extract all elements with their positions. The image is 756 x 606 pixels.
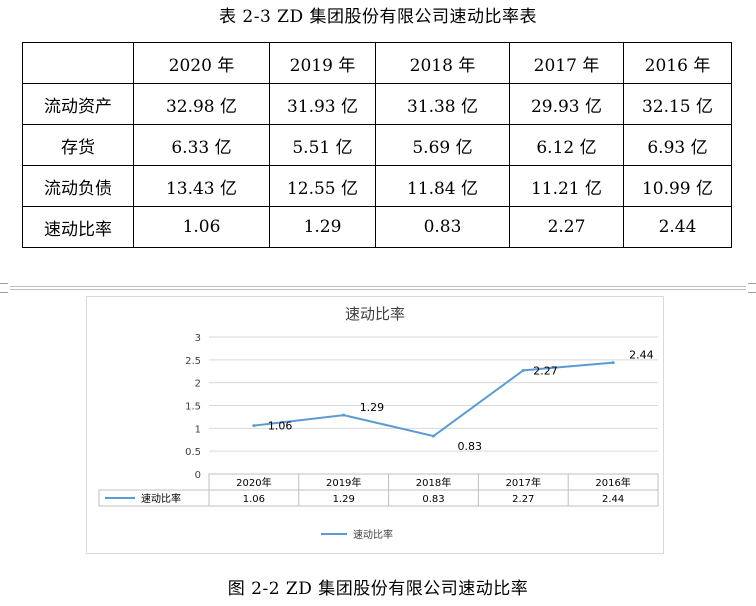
- data-label: 1.29: [360, 401, 385, 414]
- data-label: 0.83: [458, 440, 483, 453]
- y-tick-label: 3: [195, 333, 201, 344]
- row-label-cell: 速动比率: [22, 206, 134, 248]
- table-cell: 11.84 亿: [375, 165, 510, 207]
- x-category-label: 2020年: [236, 476, 271, 489]
- data-point: [252, 424, 256, 428]
- y-tick-label: 1: [195, 424, 201, 435]
- table-cell: 1.06: [133, 206, 270, 248]
- y-tick-label: 0: [195, 470, 201, 481]
- row-label-cell: 流动负债: [22, 165, 134, 207]
- page-break-marker-right: [748, 283, 756, 293]
- figure-caption: 图 2-2 ZD 集团股份有限公司速动比率: [227, 579, 529, 599]
- table-header-cell: 2019 年: [269, 42, 376, 84]
- table-row: 流动负债 13.43 亿 12.55 亿 11.84 亿 11.21 亿 10.…: [22, 165, 732, 207]
- data-label: 2.44: [629, 349, 654, 362]
- data-table-series-cell: [98, 489, 210, 507]
- y-axis-ticks: 0 0.5 1 1.5 2 2.5 3: [185, 333, 201, 481]
- quick-ratio-chart[interactable]: 速动比率 0 0.5 1 1.5 2 2.5 3 1.06 1.29 0.83 2.27 2.44 …: [86, 296, 664, 554]
- table-header-cell: 2020 年: [133, 42, 270, 84]
- table-row: 速动比率 1.06 1.29 0.83 2.27 2.44: [22, 206, 732, 248]
- table-cell: 0.83: [375, 206, 510, 248]
- table-cell: 5.51 亿: [269, 124, 376, 166]
- gridlines: [209, 336, 658, 475]
- table-cell: 13.43 亿: [133, 165, 270, 207]
- chart-title: 速动比率: [345, 305, 405, 323]
- x-category-label: 2016年: [595, 476, 630, 489]
- x-category-label: 2017年: [506, 476, 541, 489]
- series-line: [253, 361, 614, 438]
- data-point: [342, 413, 346, 417]
- divider-line: [10, 286, 746, 287]
- page-break-marker-left: [0, 283, 8, 293]
- table-header-cell: 2017 年: [509, 42, 624, 84]
- table-cell: 31.38 亿: [375, 83, 510, 125]
- table-row: 存货 6.33 亿 5.51 亿 5.69 亿 6.12 亿 6.93 亿: [22, 124, 732, 166]
- table-header-row: 2020 年 2019 年 2018 年 2017 年 2016 年: [22, 42, 732, 84]
- y-tick-label: 2.5: [185, 356, 201, 367]
- table-cell: 5.69 亿: [375, 124, 510, 166]
- chart-legend: 速动比率: [321, 528, 393, 541]
- data-table-value: 0.83: [422, 494, 444, 505]
- row-label-cell: 存货: [22, 124, 134, 166]
- table-cell: 6.12 亿: [509, 124, 624, 166]
- series-line-layer: 1.06 1.29 0.83 2.27 2.44: [252, 349, 654, 453]
- table-cell: 11.21 亿: [509, 165, 624, 207]
- table-header-cell: [22, 42, 134, 84]
- chart-canvas: 速动比率 00.511.522.53 1.061.290.832.272.44 …: [98, 305, 659, 541]
- table-cell: 10.99 亿: [623, 165, 732, 207]
- table-cell: 12.55 亿: [269, 165, 376, 207]
- table-row: 流动资产 32.98 亿 31.93 亿 31.38 亿 29.93 亿 32.…: [22, 83, 732, 125]
- data-table-value: 2.44: [602, 494, 624, 505]
- table-header-cell: 2018 年: [375, 42, 510, 84]
- data-label: 2.27: [533, 364, 558, 377]
- y-tick-label: 2: [195, 379, 201, 390]
- x-category-label: 2018年: [416, 476, 451, 489]
- table-cell: 1.29: [269, 206, 376, 248]
- table-cell: 2.27: [509, 206, 624, 248]
- table-cell: 2.44: [623, 206, 732, 248]
- data-table-series-name: 速动比率: [141, 492, 181, 505]
- table-cell: 31.93 亿: [269, 83, 376, 125]
- table-cell: 29.93 亿: [509, 83, 624, 125]
- table-cell: 6.93 亿: [623, 124, 732, 166]
- legend-label: 速动比率: [353, 528, 393, 541]
- quick-ratio-table: 2020 年 2019 年 2018 年 2017 年 2016 年 流动资产 …: [22, 42, 732, 248]
- row-label-cell: 流动资产: [22, 83, 134, 125]
- y-tick-label: 0.5: [185, 447, 201, 458]
- x-category-label: 2019年: [326, 476, 361, 489]
- data-label: 1.06: [268, 420, 293, 433]
- data-table-value: 1.29: [333, 494, 355, 505]
- data-point: [521, 368, 525, 372]
- table-title: 表 2-3 ZD 集团股份有限公司速动比率表: [218, 7, 538, 27]
- y-tick-label: 1.5: [185, 402, 201, 413]
- data-point: [611, 361, 615, 365]
- data-table-value: 1.06: [243, 494, 265, 505]
- table-cell: 32.98 亿: [133, 83, 270, 125]
- data-table-value: 2.27: [512, 494, 534, 505]
- table-header-cell: 2016 年: [623, 42, 732, 84]
- table-cell: 32.15 亿: [623, 83, 732, 125]
- page-break-divider: [0, 283, 756, 293]
- table-cell: 6.33 亿: [133, 124, 270, 166]
- data-point: [432, 434, 435, 438]
- divider-line: [10, 289, 746, 290]
